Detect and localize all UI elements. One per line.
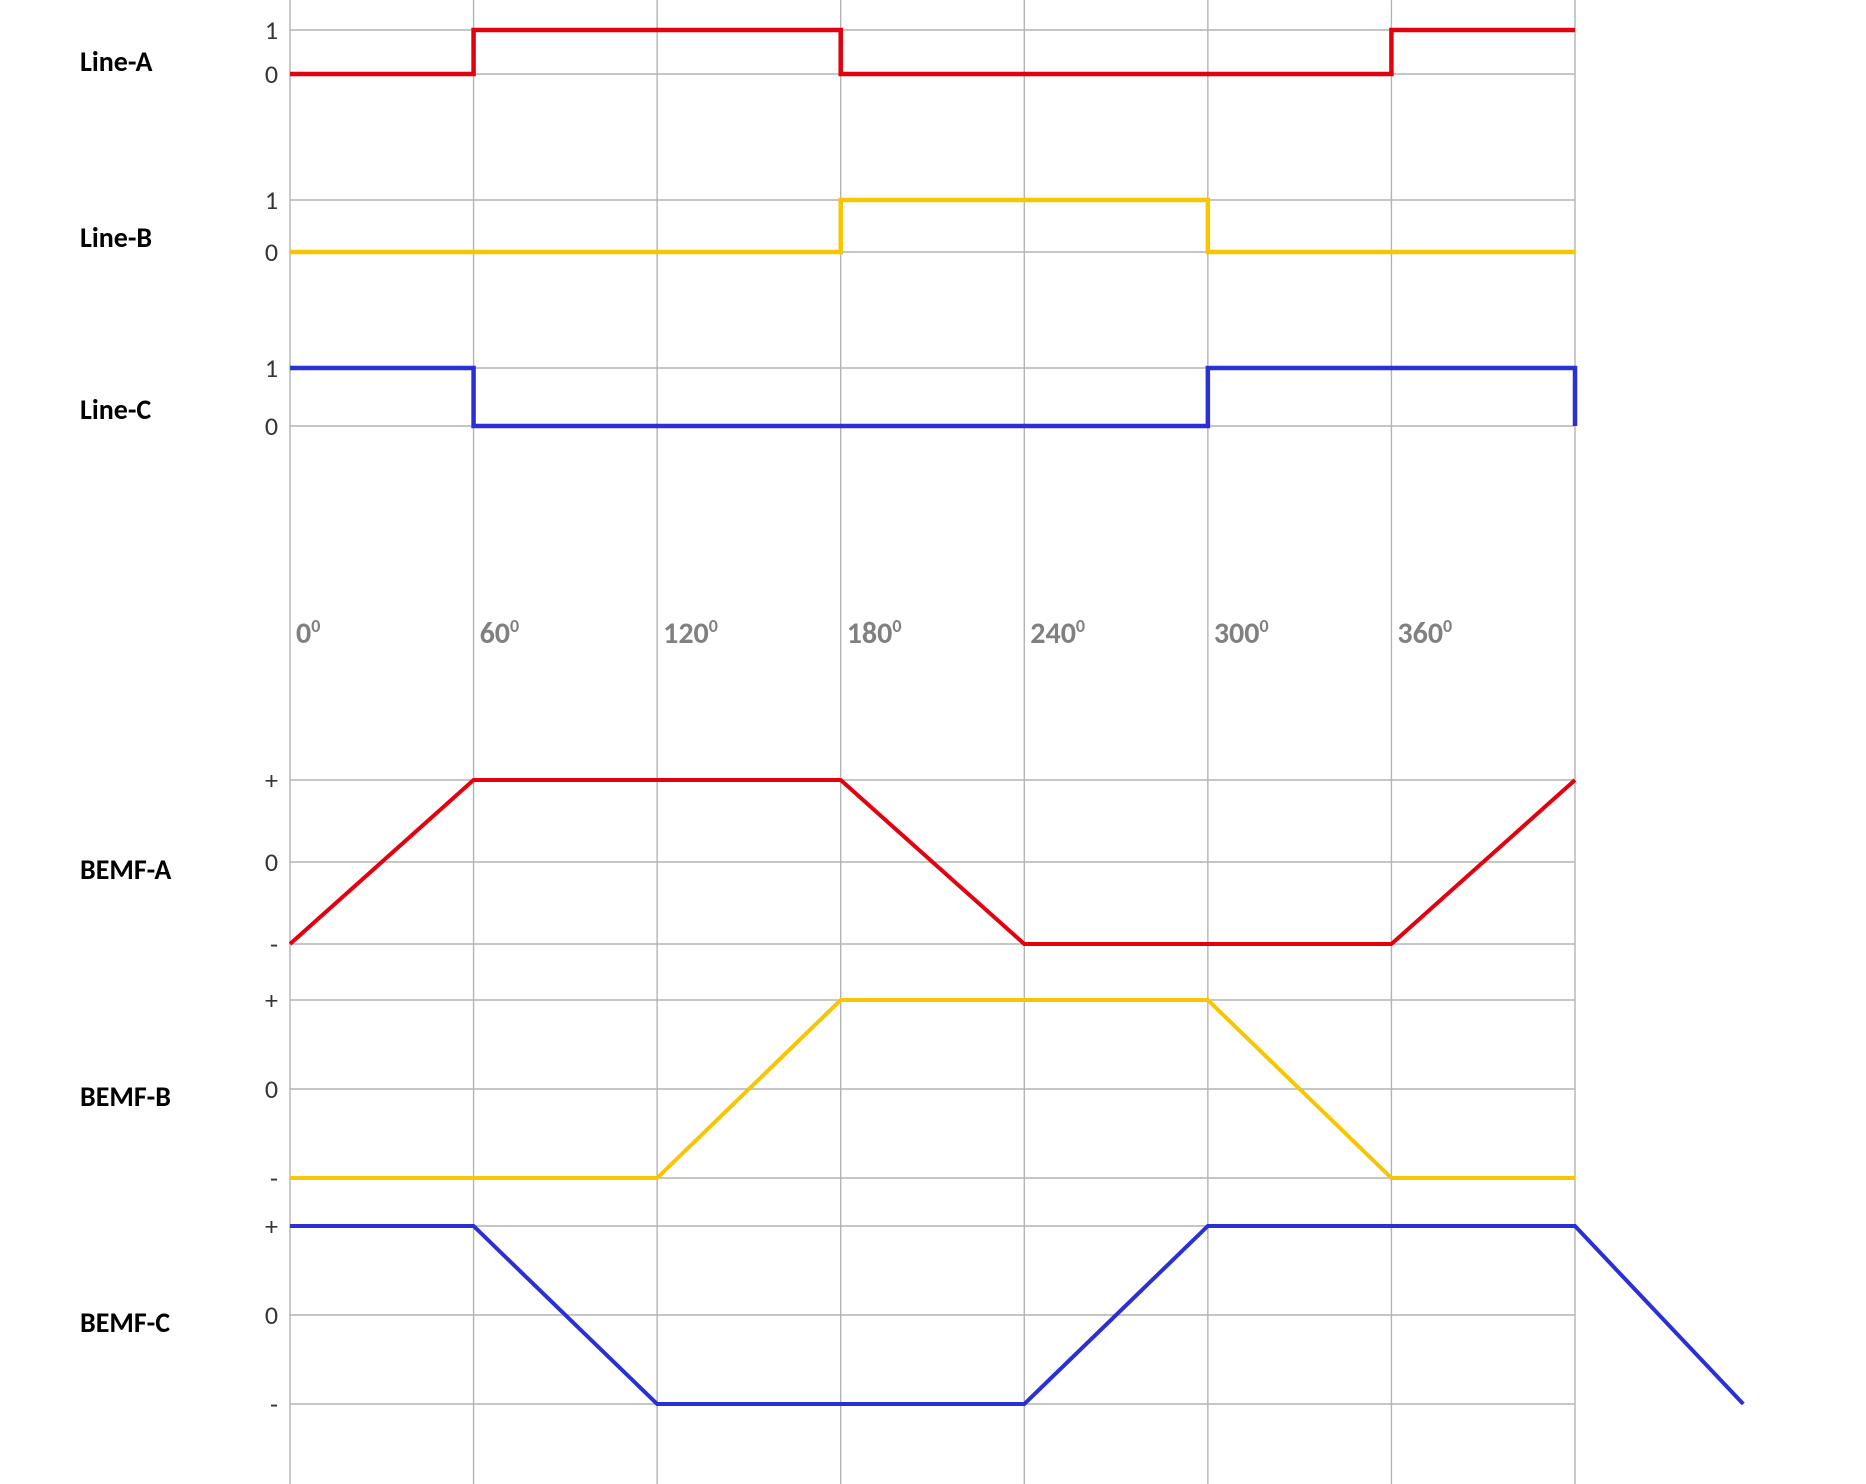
ytick-bemfC-1: 0 [248, 1299, 278, 1331]
timing-diagram: Line-A 1 0 Line-B 1 0 Line-C 1 0 BEMF-A +0 - BEMF-B +… [0, 0, 1866, 1484]
xtick-120: 1200 [663, 615, 718, 652]
series-lineC [290, 368, 1575, 426]
ytick-bemfC-2: - [248, 1388, 278, 1420]
xtick-360: 3600 [1397, 615, 1452, 652]
ytick-bemfA-0: + [248, 764, 278, 796]
xtick-60: 600 [480, 615, 520, 652]
grid-vertical [290, 0, 1575, 1484]
series-lineA [290, 30, 1575, 74]
chart-svg [0, 0, 1866, 1484]
ytick-bemfB-0: + [248, 984, 278, 1016]
row-label-lineB: Line-B [80, 220, 152, 255]
ytick-bemfA-2: - [248, 928, 278, 960]
xtick-0: 00 [296, 615, 320, 652]
xtick-240: 2400 [1030, 615, 1085, 652]
ytick-lineA-0: 0 [248, 58, 278, 90]
ytick-bemfB-2: - [248, 1162, 278, 1194]
ytick-lineC-0: 0 [248, 410, 278, 442]
ytick-bemfA-1: 0 [248, 846, 278, 878]
grid-h-lineA [290, 30, 1575, 74]
ytick-lineC-1: 1 [248, 352, 278, 384]
ytick-lineB-1: 1 [248, 184, 278, 216]
ytick-bemfC-0: + [248, 1210, 278, 1242]
xtick-300: 3000 [1214, 615, 1269, 652]
xtick-180: 1800 [847, 615, 902, 652]
grid-h-lineB [290, 200, 1575, 252]
row-label-lineA: Line-A [80, 44, 153, 79]
ytick-bemfB-1: 0 [248, 1073, 278, 1105]
grid-h-lineC [290, 368, 1575, 426]
grid-h-bemfC [290, 1226, 1575, 1404]
row-label-lineC: Line-C [80, 392, 151, 427]
row-label-bemfA: BEMF-A [80, 852, 171, 887]
row-label-bemfB: BEMF-B [80, 1079, 171, 1114]
ytick-lineB-0: 0 [248, 236, 278, 268]
series-lineB [290, 200, 1575, 252]
grid-h-bemfB [290, 1000, 1575, 1178]
row-label-bemfC: BEMF-C [80, 1305, 170, 1340]
ytick-lineA-1: 1 [248, 14, 278, 46]
